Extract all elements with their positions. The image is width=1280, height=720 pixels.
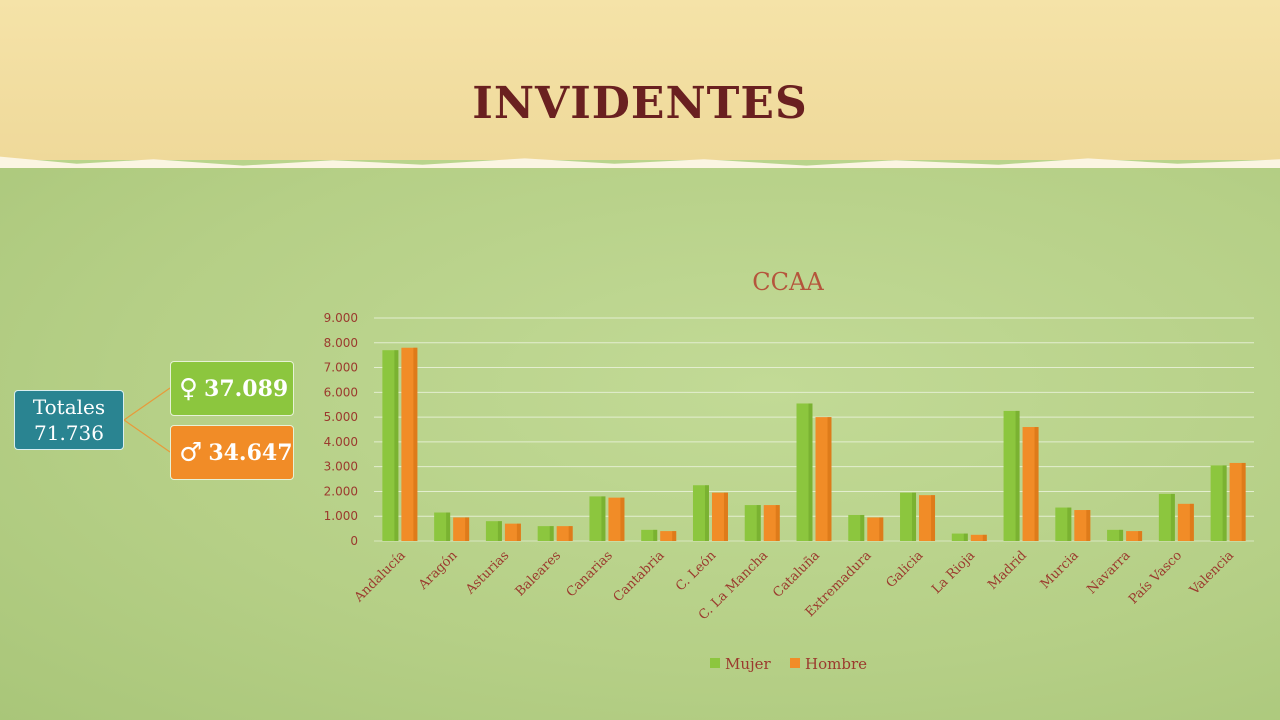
bar-mujer: [641, 529, 658, 541]
totals-value: 71.736: [34, 421, 104, 445]
slide-title: INVIDENTES: [472, 78, 808, 129]
bar-mujer: [692, 485, 709, 541]
bar-hombre: [1177, 503, 1194, 541]
bar-mujer: [951, 533, 968, 541]
bar-mujer: [1158, 493, 1175, 541]
x-tick-label: Aragón: [415, 548, 461, 594]
male-total-box: ♂ 34.647: [170, 425, 294, 480]
y-tick-label: 9.000: [324, 311, 358, 325]
male-total-value: 34.647: [208, 439, 293, 466]
chart-legend: Mujer Hombre: [710, 655, 867, 673]
bar-hombre: [556, 526, 573, 541]
y-tick-label: 3.000: [324, 460, 358, 474]
bar-mujer: [796, 403, 813, 541]
y-tick-label: 8.000: [324, 336, 358, 350]
bar-hombre: [504, 523, 521, 541]
y-tick-label: 7.000: [324, 361, 358, 375]
bar-hombre: [1126, 531, 1143, 541]
x-tick-label: Cantabria: [611, 548, 668, 605]
bar-hombre: [401, 347, 418, 541]
y-tick-label: 4.000: [324, 435, 358, 449]
bar-hombre: [660, 531, 677, 541]
x-tick-label: Andalucía: [351, 548, 409, 606]
x-tick-label: Valencia: [1186, 548, 1237, 599]
y-axis-ticks: 0 1.000 2.000 3.000 4.000 5.000 6.000 7.000 8.00…: [324, 311, 358, 548]
svg-text:Hombre: Hombre: [805, 655, 867, 673]
bar-mujer: [900, 492, 917, 541]
bar-mujer: [537, 526, 554, 541]
bar-mujer: [1055, 507, 1072, 541]
legend-item-mujer: Mujer: [710, 655, 772, 673]
bar-mujer: [1003, 410, 1020, 541]
bar-hombre: [919, 495, 936, 541]
bar-hombre: [453, 517, 470, 541]
chart-title: CCAA: [752, 268, 824, 296]
bar-mujer: [848, 514, 865, 541]
bar-hombre: [711, 492, 728, 541]
male-icon: ♂: [179, 437, 203, 468]
female-total-box: ♀ 37.089: [170, 361, 294, 416]
female-icon: ♀: [179, 373, 199, 404]
chart-bars: [382, 347, 1246, 541]
title-banner: [0, 0, 1280, 160]
bar-mujer: [382, 350, 399, 541]
bar-hombre: [815, 417, 832, 541]
female-total-value: 37.089: [204, 375, 289, 402]
bar-mujer: [434, 512, 451, 541]
totals-label: Totales: [32, 395, 106, 419]
x-tick-label: Madrid: [985, 548, 1030, 593]
x-tick-label: Murcia: [1038, 548, 1082, 592]
svg-text:Mujer: Mujer: [725, 655, 772, 673]
bar-mujer: [1210, 465, 1227, 541]
bar-mujer: [485, 521, 502, 541]
bar-mujer: [1107, 529, 1124, 541]
x-tick-label: Navarra: [1084, 548, 1133, 597]
totals-box: Totales 71.736: [14, 390, 124, 450]
chart-grid: [374, 317, 1254, 542]
x-tick-label: Baleares: [513, 548, 564, 599]
bar-hombre: [763, 505, 780, 541]
y-tick-label: 1.000: [324, 509, 358, 523]
x-tick-label: Cataluña: [770, 548, 823, 601]
bar-hombre: [1074, 510, 1091, 541]
y-tick-label: 5.000: [324, 410, 358, 424]
x-tick-label: Asturias: [462, 548, 512, 598]
bar-hombre: [608, 497, 625, 541]
x-tick-label: C. León: [673, 548, 720, 595]
x-tick-label: La Rioja: [929, 548, 978, 597]
x-axis-ticks: Andalucía Aragón Asturias Baleares CanariasC…: [351, 548, 1237, 623]
bar-mujer: [589, 496, 606, 541]
x-tick-label: País Vasco: [1126, 548, 1185, 607]
legend-item-hombre: Hombre: [790, 655, 867, 673]
y-tick-label: 2.000: [324, 484, 358, 498]
bar-mujer: [744, 505, 761, 541]
bar-hombre: [970, 534, 987, 541]
y-tick-label: 0: [350, 534, 358, 548]
bar-hombre: [1229, 462, 1246, 541]
x-tick-label: Canarias: [564, 548, 616, 600]
x-tick-label: Galicia: [883, 548, 926, 591]
bar-hombre: [1022, 427, 1039, 541]
y-tick-label: 6.000: [324, 385, 358, 399]
bar-hombre: [867, 517, 884, 541]
